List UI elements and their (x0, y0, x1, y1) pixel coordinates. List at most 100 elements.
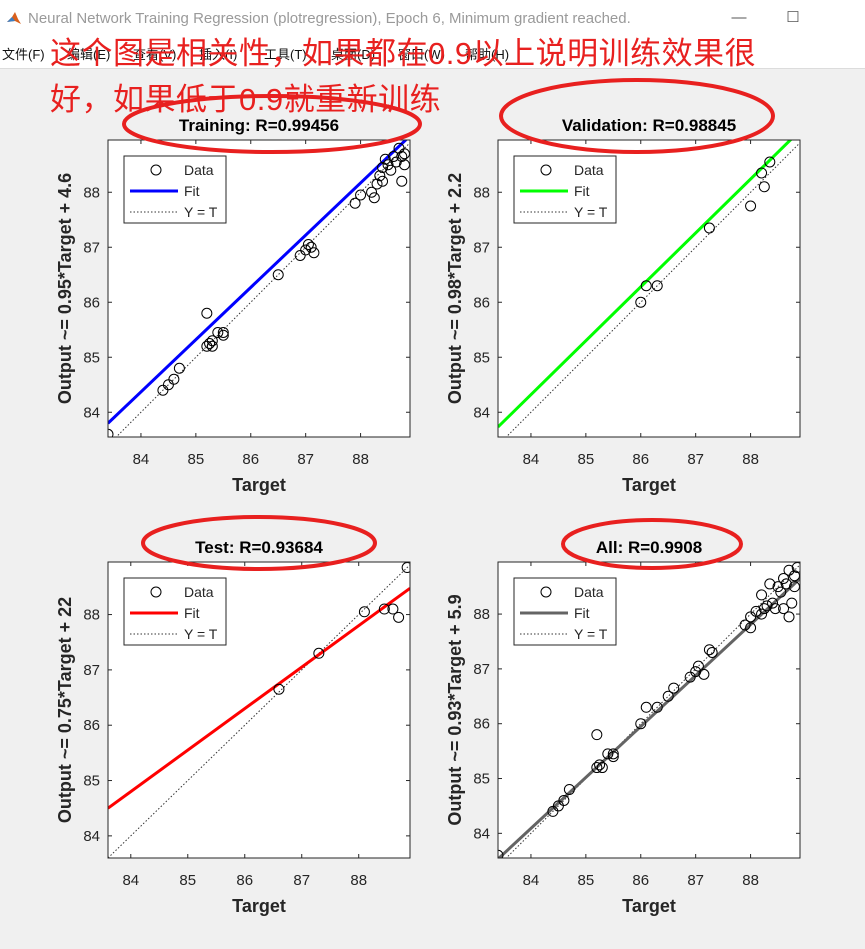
data-point (168, 373, 180, 385)
y-tick-label: 85 (83, 349, 100, 366)
data-point (769, 603, 781, 615)
legend-data-marker (540, 586, 552, 598)
x-axis-label: Target (622, 475, 676, 495)
data-point (385, 164, 397, 176)
data-point (272, 269, 284, 281)
x-tick-label: 87 (297, 451, 314, 468)
x-tick-label: 86 (632, 872, 649, 889)
legend-label: Fit (184, 605, 200, 621)
data-point (374, 170, 386, 182)
y-axis-label: Output ~= 0.93*Target + 5.9 (445, 594, 465, 825)
data-point (756, 608, 768, 620)
data-point (300, 244, 312, 256)
identity-line (505, 142, 800, 437)
x-tick-label: 88 (742, 451, 759, 468)
menu-edit[interactable]: 编辑(E) (67, 47, 111, 62)
menu-file[interactable]: 文件(F) (2, 47, 45, 62)
data-point (778, 603, 790, 615)
data-point (764, 578, 776, 590)
data-point (206, 335, 218, 347)
data-point (377, 175, 389, 187)
data-point (756, 167, 768, 179)
data-point (108, 428, 114, 437)
maximize-button[interactable]: ☐ (786, 9, 800, 26)
x-tick-label: 84 (133, 451, 150, 468)
data-point (273, 683, 285, 695)
minimize-button[interactable]: — (731, 9, 747, 26)
legend-label: Y = T (574, 626, 608, 642)
legend-label: Data (184, 162, 214, 178)
x-axis-label: Target (622, 896, 676, 916)
y-tick-label: 84 (473, 825, 490, 842)
y-tick-label: 87 (83, 239, 100, 256)
y-tick-label: 86 (83, 717, 100, 734)
y-tick-label: 84 (473, 404, 490, 421)
data-point (349, 197, 361, 209)
y-tick-label: 86 (83, 294, 100, 311)
regression-chart-3: 84 85 86 87 88 84 85 86 87 88 Target Output ~= 0.93… (445, 518, 801, 916)
y-tick-label: 87 (83, 662, 100, 679)
regression-chart-0: 84 85 86 87 88 84 85 86 87 88 Target Output ~= 0.95… (55, 94, 422, 495)
data-point (552, 800, 564, 812)
x-axis-label: Target (232, 896, 286, 916)
window-titlebar: Neural Network Training Regression (plot… (0, 0, 865, 38)
data-point (783, 564, 795, 576)
data-point (703, 644, 715, 656)
menu-insert[interactable]: 插入(I) (199, 47, 238, 62)
data-point (668, 682, 680, 694)
menu-view[interactable]: 查看(V) (133, 47, 177, 62)
y-tick-label: 88 (83, 184, 100, 201)
y-tick-label: 84 (83, 828, 100, 845)
x-tick-label: 85 (188, 451, 205, 468)
legend-label: Y = T (184, 204, 218, 220)
fit-line (108, 140, 408, 425)
data-point (772, 581, 784, 593)
data-point (745, 611, 757, 623)
menu-help[interactable]: 帮助(H) (465, 47, 510, 62)
menu-tools[interactable]: 工具(T) (264, 47, 307, 62)
x-tick-label: 85 (179, 872, 196, 889)
legend-label: Y = T (574, 204, 608, 220)
data-point (778, 572, 790, 584)
y-tick-label: 86 (473, 294, 490, 311)
data-point (396, 175, 408, 187)
data-point (750, 605, 762, 617)
data-point (756, 589, 768, 601)
data-point (607, 748, 619, 760)
regression-chart-1: 84 85 86 87 88 84 85 86 87 88 Target Output ~= 0.98… (445, 78, 801, 495)
legend-data-marker (540, 164, 552, 176)
y-tick-label: 87 (473, 661, 490, 678)
data-point (690, 666, 702, 678)
menu-desktop[interactable]: 桌面(D) (331, 47, 376, 62)
data-point (635, 718, 647, 730)
data-point (662, 690, 674, 702)
data-point (302, 239, 314, 250)
menu-window[interactable]: 窗口(W) (398, 47, 445, 62)
x-tick-label: 87 (687, 872, 704, 889)
data-point (393, 142, 405, 154)
data-point (396, 151, 408, 162)
legend-label: Fit (574, 605, 590, 621)
data-point (217, 327, 229, 338)
data-point (764, 156, 776, 168)
x-tick-label: 85 (578, 872, 595, 889)
data-point (313, 647, 325, 659)
data-point (783, 611, 795, 623)
data-point (602, 748, 614, 760)
legend-label: Data (574, 162, 604, 178)
data-point (294, 250, 306, 261)
data-point (217, 329, 229, 341)
x-tick-label: 86 (236, 872, 253, 889)
legend-label: Fit (574, 183, 590, 199)
y-axis-label: Output ~= 0.95*Target + 4.6 (55, 173, 75, 404)
annotation-line-2: 好，如果低于0.9就重新训练 (50, 82, 442, 117)
data-point (786, 597, 798, 609)
fit-line (108, 587, 410, 810)
x-tick-label: 88 (742, 872, 759, 889)
legend-data-marker (150, 164, 162, 176)
x-tick-label: 87 (687, 451, 704, 468)
matlab-logo-icon (7, 12, 21, 24)
window-title: Neural Network Training Regression (plot… (28, 10, 631, 27)
y-axis-label: Output ~= 0.75*Target + 22 (55, 597, 75, 823)
y-tick-label: 85 (473, 349, 490, 366)
